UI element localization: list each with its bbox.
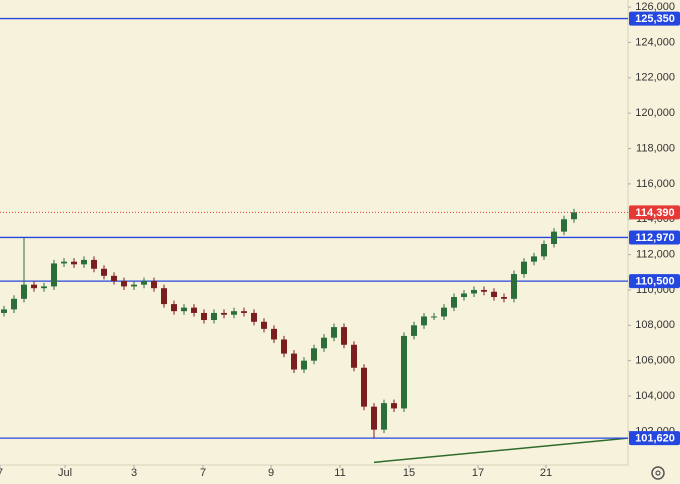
candle-body (451, 297, 457, 308)
x-tick-label: 17 (472, 467, 484, 479)
candle-body (541, 243, 547, 257)
candle-body (431, 316, 437, 318)
candle-body (521, 261, 527, 275)
candle-body (291, 353, 297, 370)
candle-body (181, 307, 187, 312)
candle-body (411, 325, 417, 336)
candle-body (131, 284, 137, 287)
candle-body (391, 403, 397, 409)
candle-body (421, 316, 427, 326)
candle-body (401, 335, 407, 409)
candle-body (101, 268, 107, 276)
level-label: 110,500 (635, 276, 674, 288)
y-tick-label: 126,000 (635, 1, 675, 13)
y-tick-label: 122,000 (635, 72, 675, 84)
candle-body (441, 307, 447, 317)
y-tick-label: 108,000 (635, 319, 675, 331)
x-tick-label: 3 (131, 467, 137, 479)
candle-body (11, 298, 17, 310)
y-tick-label: 112,000 (636, 249, 675, 261)
x-tick-label: 7 (0, 467, 3, 479)
x-tick-label: Jul (58, 467, 72, 479)
trendline (373, 437, 629, 464)
candle-body (361, 367, 367, 407)
candle-body (81, 259, 87, 265)
candle-body (51, 263, 57, 287)
level-tag (629, 230, 680, 245)
x-tick-label: 15 (403, 467, 415, 479)
candle-body (231, 311, 237, 315)
candle-body (371, 406, 377, 430)
level-tag (629, 431, 680, 446)
y-tick-label: 118,000 (636, 142, 675, 154)
candle-body (321, 337, 327, 349)
y-tick-label: 124,000 (635, 36, 675, 48)
candle-body (351, 344, 357, 368)
candle-body (211, 312, 217, 321)
y-tick-label: 116,000 (636, 178, 675, 190)
candle-body (21, 284, 27, 299)
candle-body (171, 304, 177, 312)
candle-body (301, 360, 307, 370)
level-tag (629, 11, 680, 26)
candle-body (461, 293, 467, 298)
x-tick-label: 9 (268, 467, 274, 479)
candle-body (551, 231, 557, 244)
candle-body (31, 284, 37, 289)
candle-body (141, 281, 147, 285)
candle-body (571, 212, 577, 220)
settings-icon[interactable] (651, 466, 665, 480)
candle-body (151, 281, 157, 289)
gear-outer[interactable] (651, 466, 665, 480)
candle-body (261, 321, 267, 329)
candle-body (91, 259, 97, 269)
y-tick-label: 104,000 (635, 390, 675, 402)
candle-body (191, 307, 197, 313)
candle-body (281, 339, 287, 354)
y-tick-label: 120,000 (635, 107, 675, 119)
candle-body (201, 312, 207, 321)
candle-body (111, 275, 117, 282)
candle-body (61, 261, 67, 264)
candle-body (511, 274, 517, 299)
x-tick-label: 11 (334, 467, 345, 479)
candle-body (531, 256, 537, 262)
candle-body (481, 289, 487, 292)
candle-body (251, 312, 257, 322)
candle-body (381, 403, 387, 430)
candle-body (41, 286, 47, 289)
y-tick-label: 106,000 (635, 355, 675, 367)
candle-body (561, 219, 567, 232)
candle-body (331, 327, 337, 338)
level-label: 101,620 (635, 433, 675, 445)
candle-body (71, 261, 77, 265)
candle-body (471, 289, 477, 294)
x-tick-label: 21 (540, 467, 552, 479)
level-label: 112,970 (635, 232, 674, 244)
candle-body (341, 327, 347, 345)
candle-body (241, 311, 247, 313)
last-price-tag (629, 205, 680, 220)
last-price-label: 114,390 (635, 207, 674, 219)
candle-body (501, 297, 507, 299)
x-tick-label: 7 (200, 467, 206, 479)
candle-body (311, 348, 317, 361)
candle-body (271, 328, 277, 340)
candle-body (221, 312, 227, 315)
candle-body (491, 291, 497, 298)
candle-body (161, 288, 167, 305)
level-tag (629, 274, 680, 289)
level-label: 125,350 (635, 13, 675, 25)
gear-inner[interactable] (655, 470, 661, 476)
candle-body (121, 281, 127, 287)
candle-body (1, 309, 7, 313)
